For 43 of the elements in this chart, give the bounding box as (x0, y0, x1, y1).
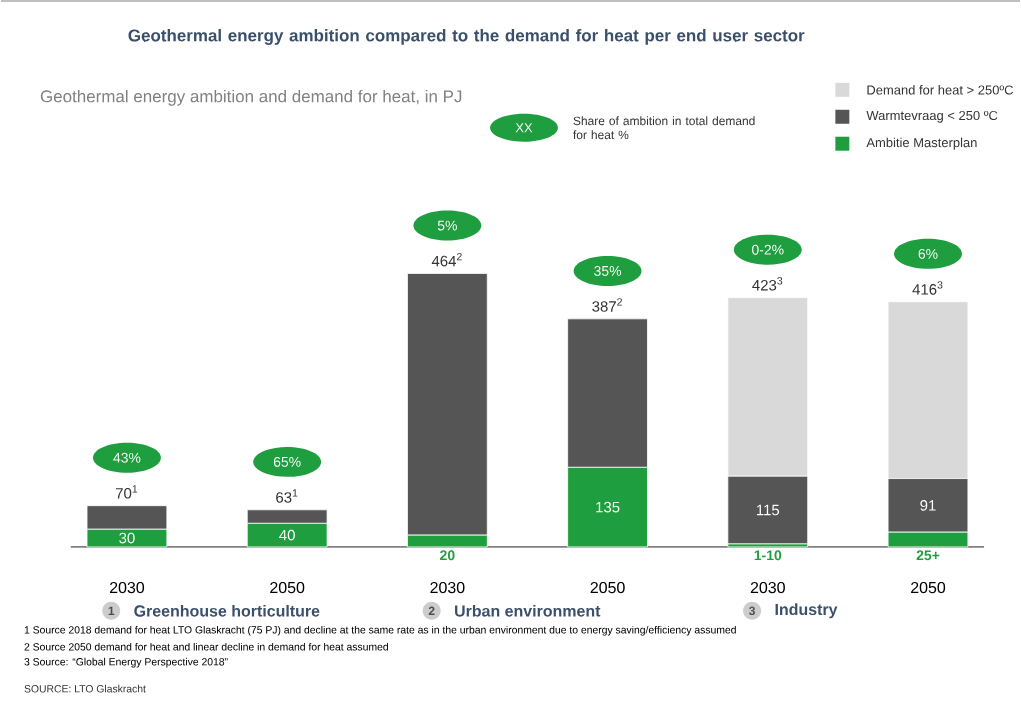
annotation: 65% (273, 457, 301, 468)
legend-label: Warmtevraag < 250 ºC (866, 111, 998, 123)
text: Urban environment (455, 605, 601, 617)
text: 2 (428, 606, 435, 616)
total-label: 387$^{2}$ (592, 298, 622, 312)
source-note: SOURCE: LTO Glaskracht (24, 685, 146, 693)
x-tick-label: 2030 (430, 582, 465, 594)
text: 5% (437, 220, 457, 231)
total-label: 423$^{3}$ (752, 277, 783, 291)
x-tick-label: 2030 (110, 582, 145, 594)
chart-subtitle: Geothermal energy ambition and demand for heat, in PJ (40, 90, 462, 106)
chart-title: Geothermal energy ambition compared to the demand for heat per end user sector (128, 29, 805, 46)
total-label: 70$^{1}$ (115, 485, 138, 499)
total-label: 464$^{2}$ (431, 253, 462, 267)
text: 1 Source 2018 demand for heat LTO Glaskracht (75 PJ) and decline at the same rate as in the urban environment due to energy saving/efficiency assumed (24, 626, 736, 636)
text: 1 (108, 606, 115, 616)
text: 3 (749, 606, 755, 616)
text: Industry (775, 603, 838, 619)
x-tick-label: 2050 (911, 582, 946, 594)
text: 2 Source 2050 demand for heat and linear decline in demand for heat assumed (24, 643, 388, 651)
data-label: 25+ (916, 550, 940, 561)
text: Greenhouse horticulture (134, 605, 320, 617)
data-label: 30 (119, 532, 135, 544)
annotation: 35% (594, 266, 622, 277)
x-tick-label: 2050 (590, 582, 625, 594)
data-label: 91 (920, 500, 936, 511)
text: 3 Source: “Global Energy Perspective 2018” (24, 658, 228, 668)
text: 6% (918, 249, 938, 259)
data-label: 115 (756, 505, 780, 516)
annotation: 43% (113, 453, 141, 463)
text: Share of ambition in total demand for heat % (573, 116, 755, 140)
data-label: 20 (440, 550, 455, 561)
total-label: 416$^{3}$ (912, 281, 943, 295)
data-label: 1-10 (754, 550, 782, 561)
legend-label: Demand for heat > 250ºC (867, 85, 1014, 95)
text: XX (515, 123, 533, 133)
data-label: 135 (596, 502, 620, 513)
x-tick-label: 2050 (270, 582, 305, 594)
x-tick-label: 2030 (750, 582, 785, 594)
data-label: 40 (279, 530, 295, 541)
total-label: 63$^{1}$ (276, 489, 298, 503)
text: 0-2% (752, 244, 784, 255)
legend-label: Ambitie Masterplan (866, 137, 977, 150)
